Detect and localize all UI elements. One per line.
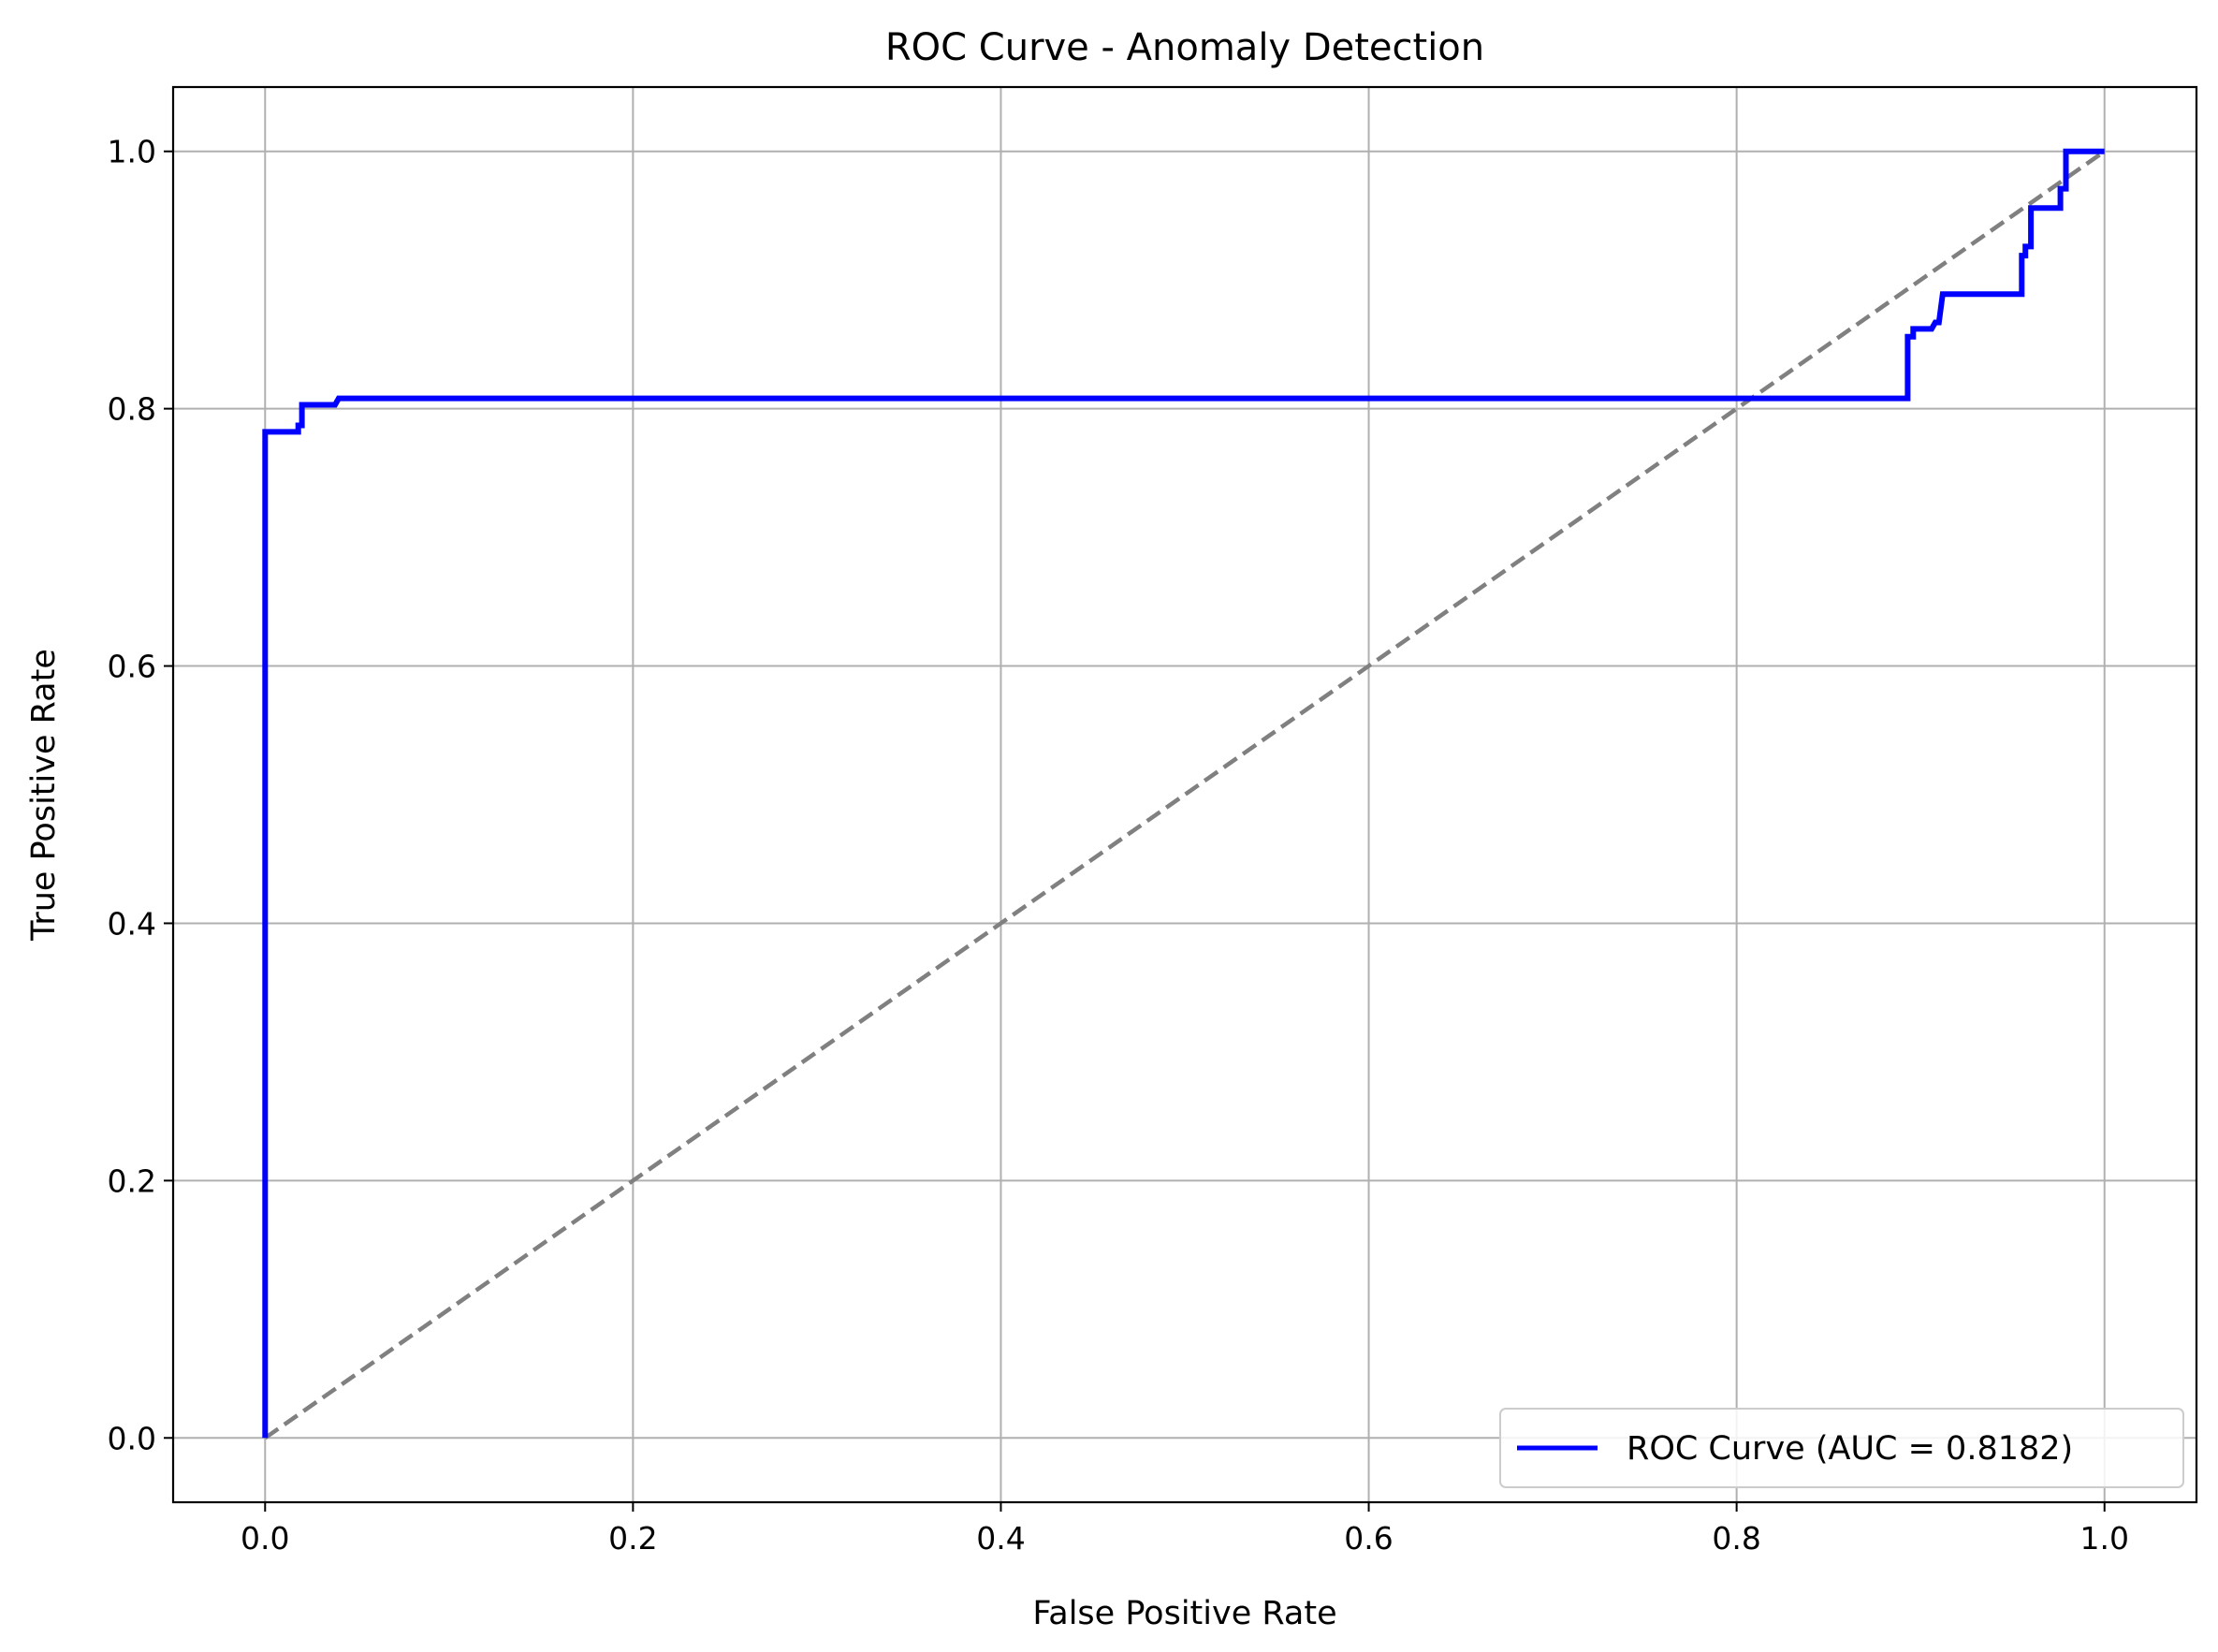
x-axis-label: False Positive Rate	[1032, 1595, 1336, 1632]
y-tick-label: 0.2	[108, 1162, 156, 1199]
chart-title: ROC Curve - Anomaly Detection	[885, 26, 1484, 69]
roc-curve-line	[262, 148, 2105, 1439]
y-tick-label: 0.4	[108, 905, 156, 942]
legend: ROC Curve (AUC = 0.8182)	[1499, 1408, 2184, 1488]
y-tick-label: 0.6	[108, 649, 156, 685]
y-tick-label: 0.8	[108, 391, 156, 428]
x-tick-label: 0.8	[1712, 1520, 1760, 1557]
x-tick-label: 0.2	[608, 1520, 657, 1557]
x-tick-label: 0.4	[976, 1520, 1025, 1557]
y-tick-label: 0.0	[108, 1420, 156, 1456]
legend-box	[1499, 1408, 2184, 1488]
x-tick-label: 1.0	[2079, 1520, 2128, 1557]
y-tick-label: 1.0	[108, 134, 156, 170]
series-lines	[262, 148, 2106, 1440]
axis-ticks: 0.0 0.2 0.4 0.6 0.8 1.0 0.0 0.2 0.4 0.6 0.8 1.0	[108, 134, 2129, 1557]
x-tick-label: 0.6	[1344, 1520, 1393, 1557]
legend-label: ROC Curve (AUC = 0.8182)	[1627, 1430, 2073, 1468]
y-axis-label: True Positive Rate	[25, 649, 63, 942]
plot-frame	[171, 85, 2198, 1504]
x-tick-label: 0.0	[241, 1520, 289, 1557]
grid-lines	[173, 87, 2196, 1502]
